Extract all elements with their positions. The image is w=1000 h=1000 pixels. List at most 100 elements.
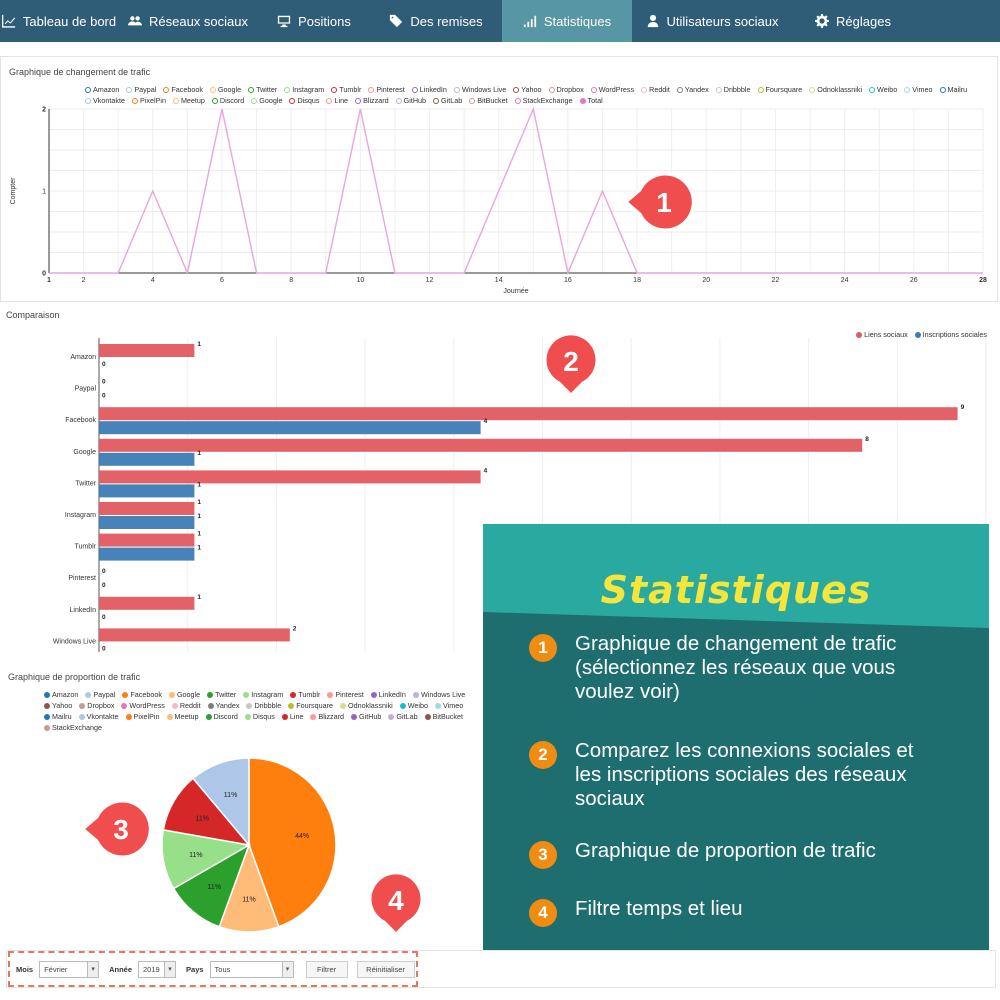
legend-item[interactable]: Odnoklassniki: [809, 84, 862, 95]
legend-item[interactable]: Google: [168, 689, 200, 700]
bar-social-links[interactable]: [99, 438, 863, 452]
legend-item[interactable]: GitLab: [433, 95, 462, 106]
legend-item[interactable]: Yandex: [207, 700, 240, 711]
legend-item[interactable]: Vimeo: [435, 700, 463, 711]
legend-item[interactable]: Paypal: [85, 689, 115, 700]
legend-item[interactable]: Facebook: [163, 84, 203, 95]
legend-item[interactable]: StackExchange: [44, 722, 102, 733]
pie-slice-paypal[interactable]: [192, 757, 250, 848]
legend-item[interactable]: Vimeo: [904, 84, 933, 95]
legend-item[interactable]: Instagram: [243, 689, 283, 700]
legend-item[interactable]: Inscriptions sociales: [914, 329, 987, 340]
legend-item[interactable]: Windows Live: [453, 84, 506, 95]
legend-item[interactable]: Twitter: [207, 689, 236, 700]
legend-item[interactable]: WordPress: [590, 84, 634, 95]
month-select[interactable]: Février ▾: [39, 960, 100, 978]
year-select[interactable]: 2019 ▾: [138, 960, 177, 978]
legend-item[interactable]: PixelPin: [131, 95, 166, 106]
legend-item[interactable]: Instagram: [284, 84, 324, 95]
legend-item[interactable]: Google: [209, 84, 241, 95]
bar-social-links[interactable]: [99, 502, 195, 515]
legend-item[interactable]: Mailru: [44, 711, 72, 722]
legend-item[interactable]: Mailru: [939, 84, 967, 95]
nav-item-statistiques[interactable]: Statistiques: [502, 0, 632, 42]
legend-item[interactable]: Meetup: [166, 711, 199, 722]
legend-label: Discord: [219, 96, 245, 105]
legend-item[interactable]: Tumblr: [331, 84, 361, 95]
filter-button[interactable]: Filtrer: [305, 960, 348, 978]
bar-social-signups[interactable]: [99, 516, 195, 529]
bar-social-links[interactable]: [99, 344, 195, 357]
bar-social-links[interactable]: [99, 596, 195, 610]
nav-item-tableau-de-bord[interactable]: Tableau de bord: [0, 0, 118, 42]
legend-item[interactable]: Paypal: [126, 84, 156, 95]
legend-item[interactable]: GitHub: [351, 711, 381, 722]
legend-item[interactable]: Weibo: [399, 700, 428, 711]
legend-item[interactable]: Yahoo: [44, 700, 72, 711]
legend-item[interactable]: BitBucket: [469, 95, 508, 106]
legend-item[interactable]: LinkedIn: [370, 689, 406, 700]
nav-item-positions[interactable]: Positions: [258, 0, 370, 42]
bar-social-signups[interactable]: [99, 421, 481, 435]
legend-item[interactable]: Blizzard: [355, 95, 389, 106]
legend-item[interactable]: Dropbox: [548, 84, 584, 95]
legend-label: Yandex: [215, 701, 240, 710]
legend-item[interactable]: Pinterest: [327, 689, 364, 700]
legend-item[interactable]: Windows Live: [412, 689, 465, 700]
legend-item[interactable]: Foursquare: [288, 700, 333, 711]
legend-item[interactable]: Tumblr: [290, 689, 320, 700]
legend-item[interactable]: Facebook: [122, 689, 162, 700]
legend-item[interactable]: Vkontakte: [85, 95, 125, 106]
pie-slice-facebook[interactable]: [248, 757, 337, 928]
legend-item[interactable]: Blizzard: [310, 711, 344, 722]
legend-item[interactable]: Google: [251, 95, 282, 106]
nav-item-des-remises[interactable]: Des remises: [370, 0, 502, 42]
bar-social-links[interactable]: [99, 628, 290, 642]
legend-item[interactable]: LinkedIn: [411, 84, 447, 95]
legend-item[interactable]: Twitter: [248, 84, 277, 95]
legend-item[interactable]: Line: [281, 711, 303, 722]
legend-item[interactable]: Reddit: [641, 84, 670, 95]
legend-item[interactable]: Meetup: [172, 95, 205, 106]
legend-item[interactable]: Reddit: [171, 700, 201, 711]
legend-item[interactable]: WordPress: [121, 700, 165, 711]
legend-item[interactable]: PixelPin: [125, 711, 160, 722]
legend-item[interactable]: Amazon: [44, 689, 78, 700]
bar-chart-icon: [523, 14, 537, 28]
legend-item[interactable]: Line: [326, 95, 348, 106]
legend-item[interactable]: Yandex: [676, 84, 709, 95]
bar-social-signups[interactable]: [99, 452, 195, 466]
legend-item[interactable]: Dribbble: [715, 84, 751, 95]
legend-item[interactable]: Liens sociaux: [856, 329, 908, 340]
legend-item[interactable]: BitBucket: [424, 711, 463, 722]
legend-item[interactable]: Vkontakte: [78, 711, 119, 722]
nav-item-utilisateurs-sociaux[interactable]: Utilisateurs sociaux: [632, 0, 792, 42]
bar-social-signups[interactable]: [99, 547, 195, 561]
legend-item[interactable]: Weibo: [869, 84, 897, 95]
legend-item[interactable]: Pinterest: [368, 84, 405, 95]
legend-item[interactable]: Total: [579, 95, 603, 106]
country-select[interactable]: Tous ▾: [209, 960, 294, 978]
legend-item[interactable]: Yahoo: [513, 84, 542, 95]
legend-item[interactable]: Discord: [211, 95, 245, 106]
nav-item-réglages[interactable]: Réglages: [792, 0, 914, 42]
legend-item[interactable]: Amazon: [85, 84, 119, 95]
bar-social-links[interactable]: [99, 533, 195, 547]
legend-item[interactable]: Dropbox: [79, 700, 114, 711]
bar-social-links[interactable]: [99, 470, 481, 484]
legend-item[interactable]: GitHub: [395, 95, 426, 106]
legend-item[interactable]: StackExchange: [514, 95, 573, 106]
legend-item[interactable]: Dribbble: [246, 700, 281, 711]
legend-item[interactable]: Discord: [205, 711, 238, 722]
legend-item[interactable]: GitLab: [388, 711, 418, 722]
legend-label: Yahoo: [52, 701, 73, 710]
legend-item[interactable]: Odnoklassniki: [340, 700, 393, 711]
bar-social-signups[interactable]: [99, 484, 195, 498]
bar-social-links[interactable]: [99, 407, 958, 421]
pie-slice-label: 11%: [196, 816, 210, 823]
legend-item[interactable]: Disqus: [244, 711, 275, 722]
legend-item[interactable]: Foursquare: [757, 84, 802, 95]
nav-item-réseaux-sociaux[interactable]: Réseaux sociaux: [118, 0, 258, 42]
legend-item[interactable]: Disqus: [289, 95, 319, 106]
reset-button[interactable]: Réinitialiser: [356, 960, 415, 978]
